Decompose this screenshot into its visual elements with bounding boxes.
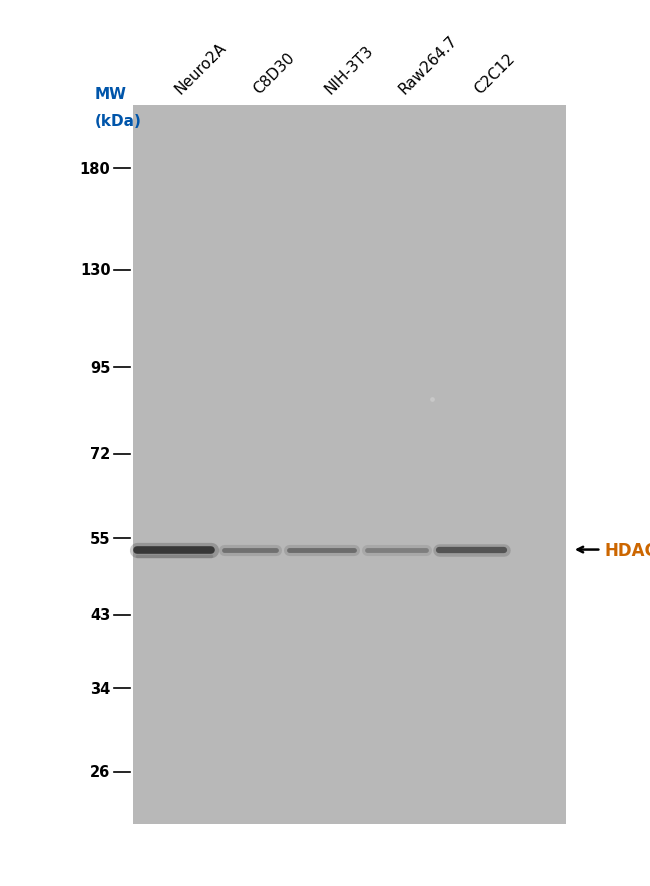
Text: 26: 26	[90, 765, 110, 780]
Text: 34: 34	[90, 680, 110, 696]
Text: 180: 180	[80, 161, 111, 176]
Text: C2C12: C2C12	[471, 51, 517, 97]
Text: 43: 43	[90, 608, 110, 623]
Text: 130: 130	[80, 263, 111, 278]
Text: HDAC3: HDAC3	[604, 541, 650, 559]
Text: C8D30: C8D30	[250, 51, 297, 97]
Text: NIH-3T3: NIH-3T3	[322, 43, 376, 97]
Text: Neuro2A: Neuro2A	[172, 41, 229, 97]
Text: (kDa): (kDa)	[94, 113, 141, 128]
Text: 72: 72	[90, 447, 110, 462]
Bar	[133, 106, 566, 824]
Text: MW: MW	[94, 87, 126, 102]
Text: Raw264.7: Raw264.7	[396, 34, 461, 97]
Text: 55: 55	[90, 531, 110, 546]
Text: 95: 95	[90, 361, 110, 376]
